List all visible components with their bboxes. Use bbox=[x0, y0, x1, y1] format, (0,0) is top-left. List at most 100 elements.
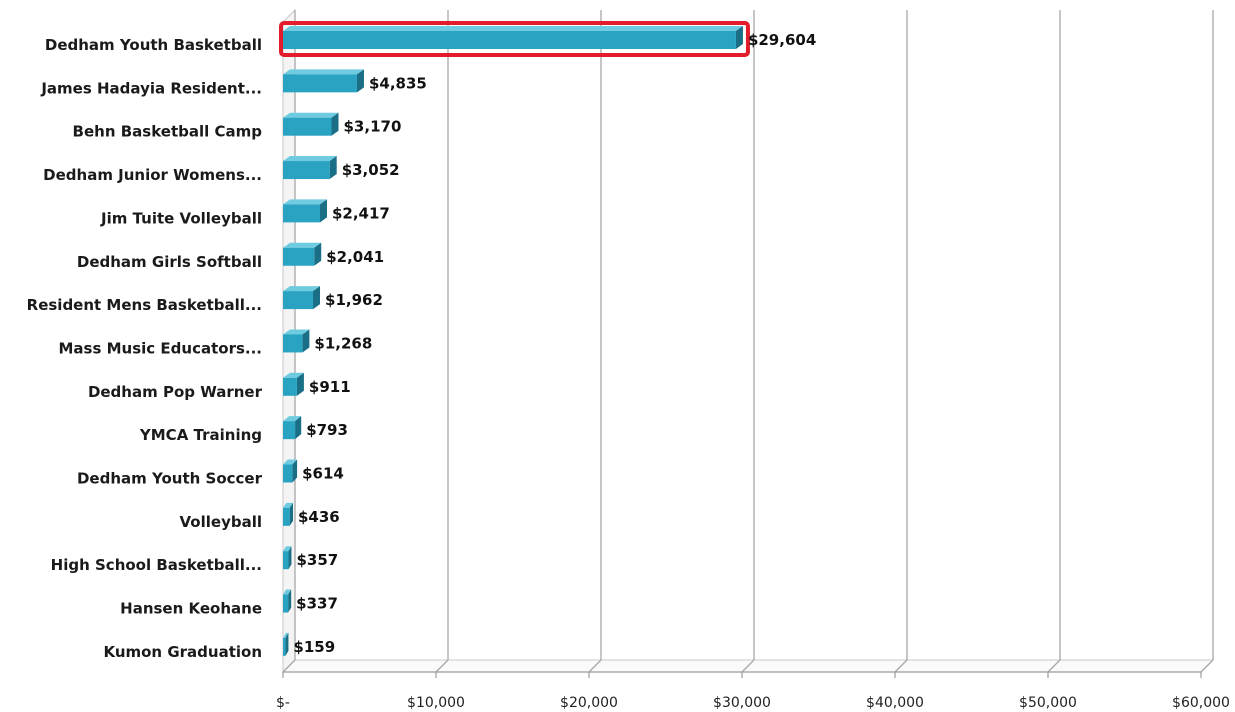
bar-side-face bbox=[329, 156, 337, 180]
bar-top-face bbox=[283, 502, 294, 508]
data-label: $793 bbox=[306, 421, 348, 439]
data-label: $4,835 bbox=[369, 74, 427, 92]
data-label: $337 bbox=[296, 595, 338, 613]
bar bbox=[283, 74, 357, 93]
data-label: $614 bbox=[302, 465, 344, 483]
bar-side-face bbox=[356, 69, 364, 93]
x-tick-label: $20,000 bbox=[560, 695, 618, 711]
gridline-depth bbox=[1200, 659, 1214, 673]
bar-side-face bbox=[735, 26, 743, 49]
gridline-depth bbox=[741, 659, 755, 673]
bar-side-face bbox=[292, 459, 298, 483]
highlight-outline bbox=[279, 21, 750, 57]
bar-side-face bbox=[288, 589, 292, 613]
bar-top-face bbox=[283, 69, 364, 75]
bar-top-face bbox=[283, 112, 339, 118]
bar bbox=[283, 334, 303, 353]
bar-side-face bbox=[314, 242, 322, 266]
data-label: $1,962 bbox=[325, 291, 383, 309]
data-label: $2,417 bbox=[332, 204, 390, 222]
bar-group bbox=[283, 546, 292, 570]
bar bbox=[283, 377, 297, 396]
bar-side-face bbox=[331, 112, 339, 136]
data-label: $29,604 bbox=[748, 31, 816, 49]
bar-top-face bbox=[283, 546, 292, 552]
x-tick-label: $10,000 bbox=[407, 695, 465, 711]
x-tick-label: $60,000 bbox=[1172, 695, 1230, 711]
bar-side-face bbox=[285, 632, 289, 656]
data-label: $357 bbox=[296, 551, 338, 569]
x-tick-label: $40,000 bbox=[866, 695, 924, 711]
bar bbox=[283, 117, 332, 136]
bar-top-face bbox=[283, 416, 302, 422]
bar-group bbox=[283, 372, 304, 396]
bar bbox=[283, 637, 286, 656]
category-label: YMCA Training bbox=[139, 426, 262, 444]
gridline-depth bbox=[588, 659, 602, 673]
bar-group bbox=[283, 502, 294, 526]
category-label: Kumon Graduation bbox=[103, 643, 262, 661]
gridline-depth bbox=[282, 659, 296, 673]
bar-top-face bbox=[283, 26, 743, 31]
bar-group bbox=[283, 459, 298, 483]
bar-group bbox=[283, 286, 321, 310]
bar-group bbox=[283, 632, 289, 656]
bar-top-face bbox=[283, 199, 327, 205]
bar-top-face bbox=[283, 589, 292, 595]
bar-top-face bbox=[283, 459, 298, 465]
grid-layer bbox=[281, 8, 1215, 678]
bar-group bbox=[283, 242, 322, 266]
data-label: $436 bbox=[298, 508, 340, 526]
category-label: Dedham Junior Womens... bbox=[43, 166, 262, 184]
bar-group bbox=[283, 199, 327, 223]
data-label: $1,268 bbox=[314, 334, 372, 352]
data-label: $159 bbox=[293, 638, 335, 656]
bar bbox=[283, 247, 315, 266]
bars-layer bbox=[279, 21, 750, 656]
gridline-depth bbox=[1047, 659, 1061, 673]
bar bbox=[283, 161, 330, 180]
category-label: Mass Music Educators... bbox=[59, 339, 263, 357]
data-label: $3,052 bbox=[342, 161, 400, 179]
bar-top-face bbox=[283, 329, 310, 335]
category-label: Dedham Youth Soccer bbox=[77, 470, 263, 488]
bar-side-face bbox=[313, 286, 321, 310]
data-label: $2,041 bbox=[326, 248, 384, 266]
bar bbox=[283, 507, 290, 526]
bar-side-face bbox=[319, 199, 327, 223]
bar bbox=[283, 464, 293, 483]
bar-top-face bbox=[283, 632, 289, 638]
category-label: James Hadayia Resident... bbox=[40, 79, 262, 97]
category-label: Dedham Pop Warner bbox=[88, 383, 263, 401]
category-label: Behn Basketball Camp bbox=[73, 123, 263, 141]
bar-side-face bbox=[295, 416, 302, 440]
bar-top-face bbox=[283, 156, 337, 162]
x-tick-label: $50,000 bbox=[1019, 695, 1077, 711]
bar bbox=[283, 291, 314, 310]
category-label: Dedham Girls Softball bbox=[77, 253, 262, 271]
bar bbox=[283, 204, 320, 223]
gridline-depth bbox=[435, 659, 449, 673]
category-label: Resident Mens Basketball... bbox=[27, 296, 262, 314]
bar-side-face bbox=[302, 329, 310, 353]
bar-side-face bbox=[288, 546, 292, 570]
bar bbox=[283, 421, 296, 440]
bar-group bbox=[283, 156, 337, 180]
x-tick-label: $30,000 bbox=[713, 695, 771, 711]
bar-top-face bbox=[283, 372, 304, 378]
bar bbox=[283, 551, 289, 570]
bar-group bbox=[283, 329, 310, 353]
data-label: $3,170 bbox=[344, 118, 402, 136]
category-label: Dedham Youth Basketball bbox=[45, 36, 262, 54]
labels-layer: $- $10,000 $20,000 $30,000 $40,000 $50,000 $60… bbox=[27, 31, 1230, 711]
bar-side-face bbox=[289, 502, 294, 526]
bar-group bbox=[283, 112, 339, 136]
bar bbox=[283, 31, 736, 49]
gridline-depth bbox=[894, 659, 908, 673]
bar-group bbox=[283, 589, 292, 613]
bar-top-face bbox=[283, 286, 321, 292]
bar-group bbox=[283, 69, 364, 93]
data-label: $911 bbox=[309, 378, 351, 396]
